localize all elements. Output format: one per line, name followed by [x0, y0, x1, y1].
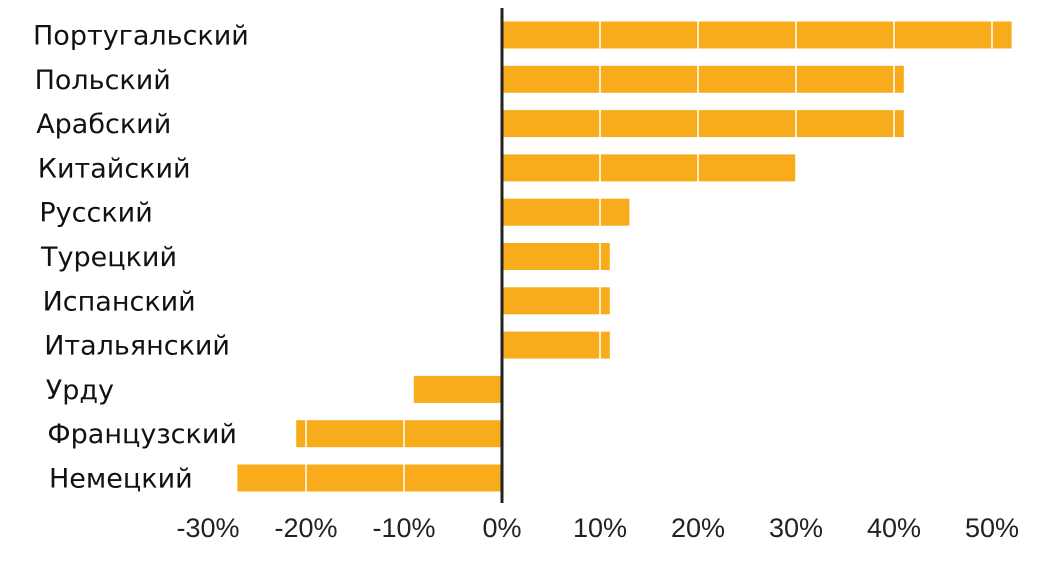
category-label: Китайский — [38, 153, 191, 184]
category-label: Немецкий — [49, 464, 193, 495]
x-tick-label: 50% — [965, 513, 1019, 543]
category-label: Испанский — [43, 286, 196, 317]
bar-8 — [502, 331, 610, 359]
x-tick-label: 30% — [769, 513, 823, 543]
bar-11 — [237, 464, 502, 492]
x-tick-label: -30% — [176, 513, 239, 543]
category-label: Португальский — [33, 21, 249, 52]
category-label: Арабский — [36, 109, 171, 140]
bar-4 — [502, 154, 796, 182]
bar-1 — [502, 21, 1012, 49]
x-tick-label: -20% — [274, 513, 337, 543]
bar-3 — [502, 110, 904, 138]
category-label: Французский — [47, 419, 237, 450]
x-tick-label: -10% — [372, 513, 435, 543]
category-label: Турецкий — [40, 242, 177, 273]
bar-6 — [502, 243, 610, 270]
x-tick-label: 10% — [573, 513, 627, 543]
bar-2 — [502, 65, 904, 93]
x-tick-label: 40% — [867, 513, 921, 543]
x-tick-labels-group: -30% -20% -10% 0% 10% 20% 30% 40% 50% — [176, 513, 1019, 543]
bar-10 — [296, 420, 502, 448]
category-label: Русский — [39, 198, 152, 229]
category-label: Урду — [46, 375, 114, 406]
x-tick-label: 0% — [482, 513, 521, 543]
gridlines-group — [207, 21, 993, 492]
bars-group — [237, 21, 1012, 492]
x-tick-label: 20% — [671, 513, 725, 543]
bar-5 — [502, 198, 630, 226]
bar-7 — [502, 287, 610, 315]
category-labels-group: Португальский Польский Арабский Китайский Ру… — [33, 21, 249, 495]
category-label: Польский — [35, 65, 171, 96]
category-label: Итальянский — [44, 331, 230, 362]
bar-9 — [413, 375, 502, 403]
